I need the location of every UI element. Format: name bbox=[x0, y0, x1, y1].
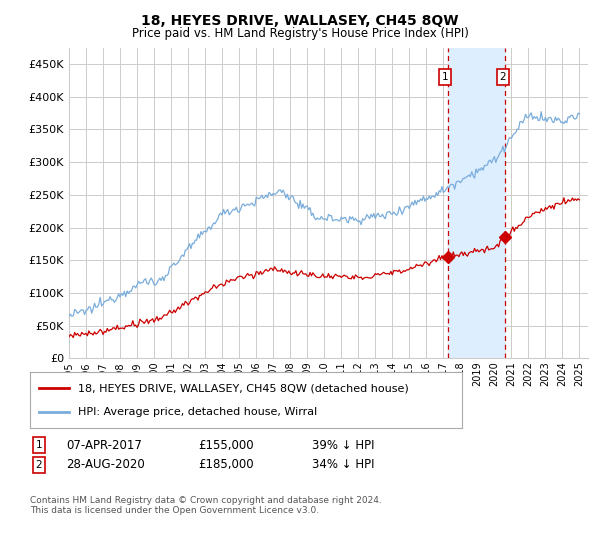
Text: £185,000: £185,000 bbox=[198, 458, 254, 472]
Text: £155,000: £155,000 bbox=[198, 438, 254, 452]
Text: 07-APR-2017: 07-APR-2017 bbox=[66, 438, 142, 452]
Text: 2: 2 bbox=[35, 460, 43, 470]
Text: 28-AUG-2020: 28-AUG-2020 bbox=[66, 458, 145, 472]
Text: Price paid vs. HM Land Registry's House Price Index (HPI): Price paid vs. HM Land Registry's House … bbox=[131, 27, 469, 40]
Text: 34% ↓ HPI: 34% ↓ HPI bbox=[312, 458, 374, 472]
Text: 18, HEYES DRIVE, WALLASEY, CH45 8QW: 18, HEYES DRIVE, WALLASEY, CH45 8QW bbox=[141, 14, 459, 28]
Text: 39% ↓ HPI: 39% ↓ HPI bbox=[312, 438, 374, 452]
Text: Contains HM Land Registry data © Crown copyright and database right 2024.
This d: Contains HM Land Registry data © Crown c… bbox=[30, 496, 382, 515]
Text: 1: 1 bbox=[442, 72, 449, 82]
Text: 18, HEYES DRIVE, WALLASEY, CH45 8QW (detached house): 18, HEYES DRIVE, WALLASEY, CH45 8QW (det… bbox=[77, 383, 408, 393]
Bar bbox=[448, 48, 505, 358]
Text: 2: 2 bbox=[500, 72, 506, 82]
Text: HPI: Average price, detached house, Wirral: HPI: Average price, detached house, Wirr… bbox=[77, 407, 317, 417]
Text: 1: 1 bbox=[35, 440, 43, 450]
